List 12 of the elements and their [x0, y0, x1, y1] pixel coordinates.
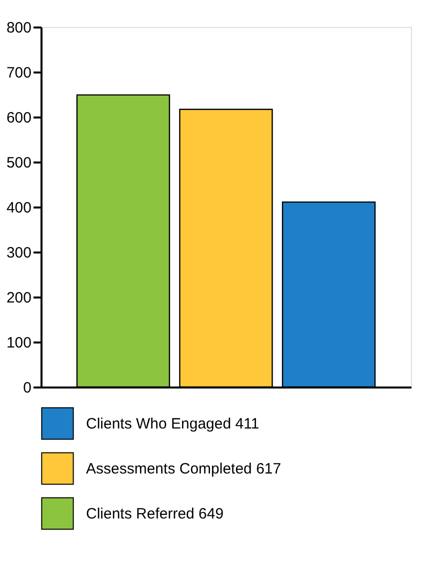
y-tick-label: 500 [6, 154, 32, 172]
y-tick-label: 400 [6, 200, 32, 216]
legend-label: Clients Referred 649 [86, 506, 224, 522]
y-tick-label: 700 [6, 64, 32, 82]
y-tick-label: 100 [6, 334, 32, 352]
legend-label: Clients Who Engaged 411 [86, 416, 260, 432]
legend-label: Assessments Completed 617 [86, 460, 282, 478]
y-tick-label: 200 [6, 290, 32, 306]
y-tick-label: 600 [6, 110, 32, 126]
y-tick-label: 300 [6, 244, 32, 262]
y-tick-label: 0 [23, 380, 32, 396]
y-tick-label: 800 [6, 20, 32, 36]
